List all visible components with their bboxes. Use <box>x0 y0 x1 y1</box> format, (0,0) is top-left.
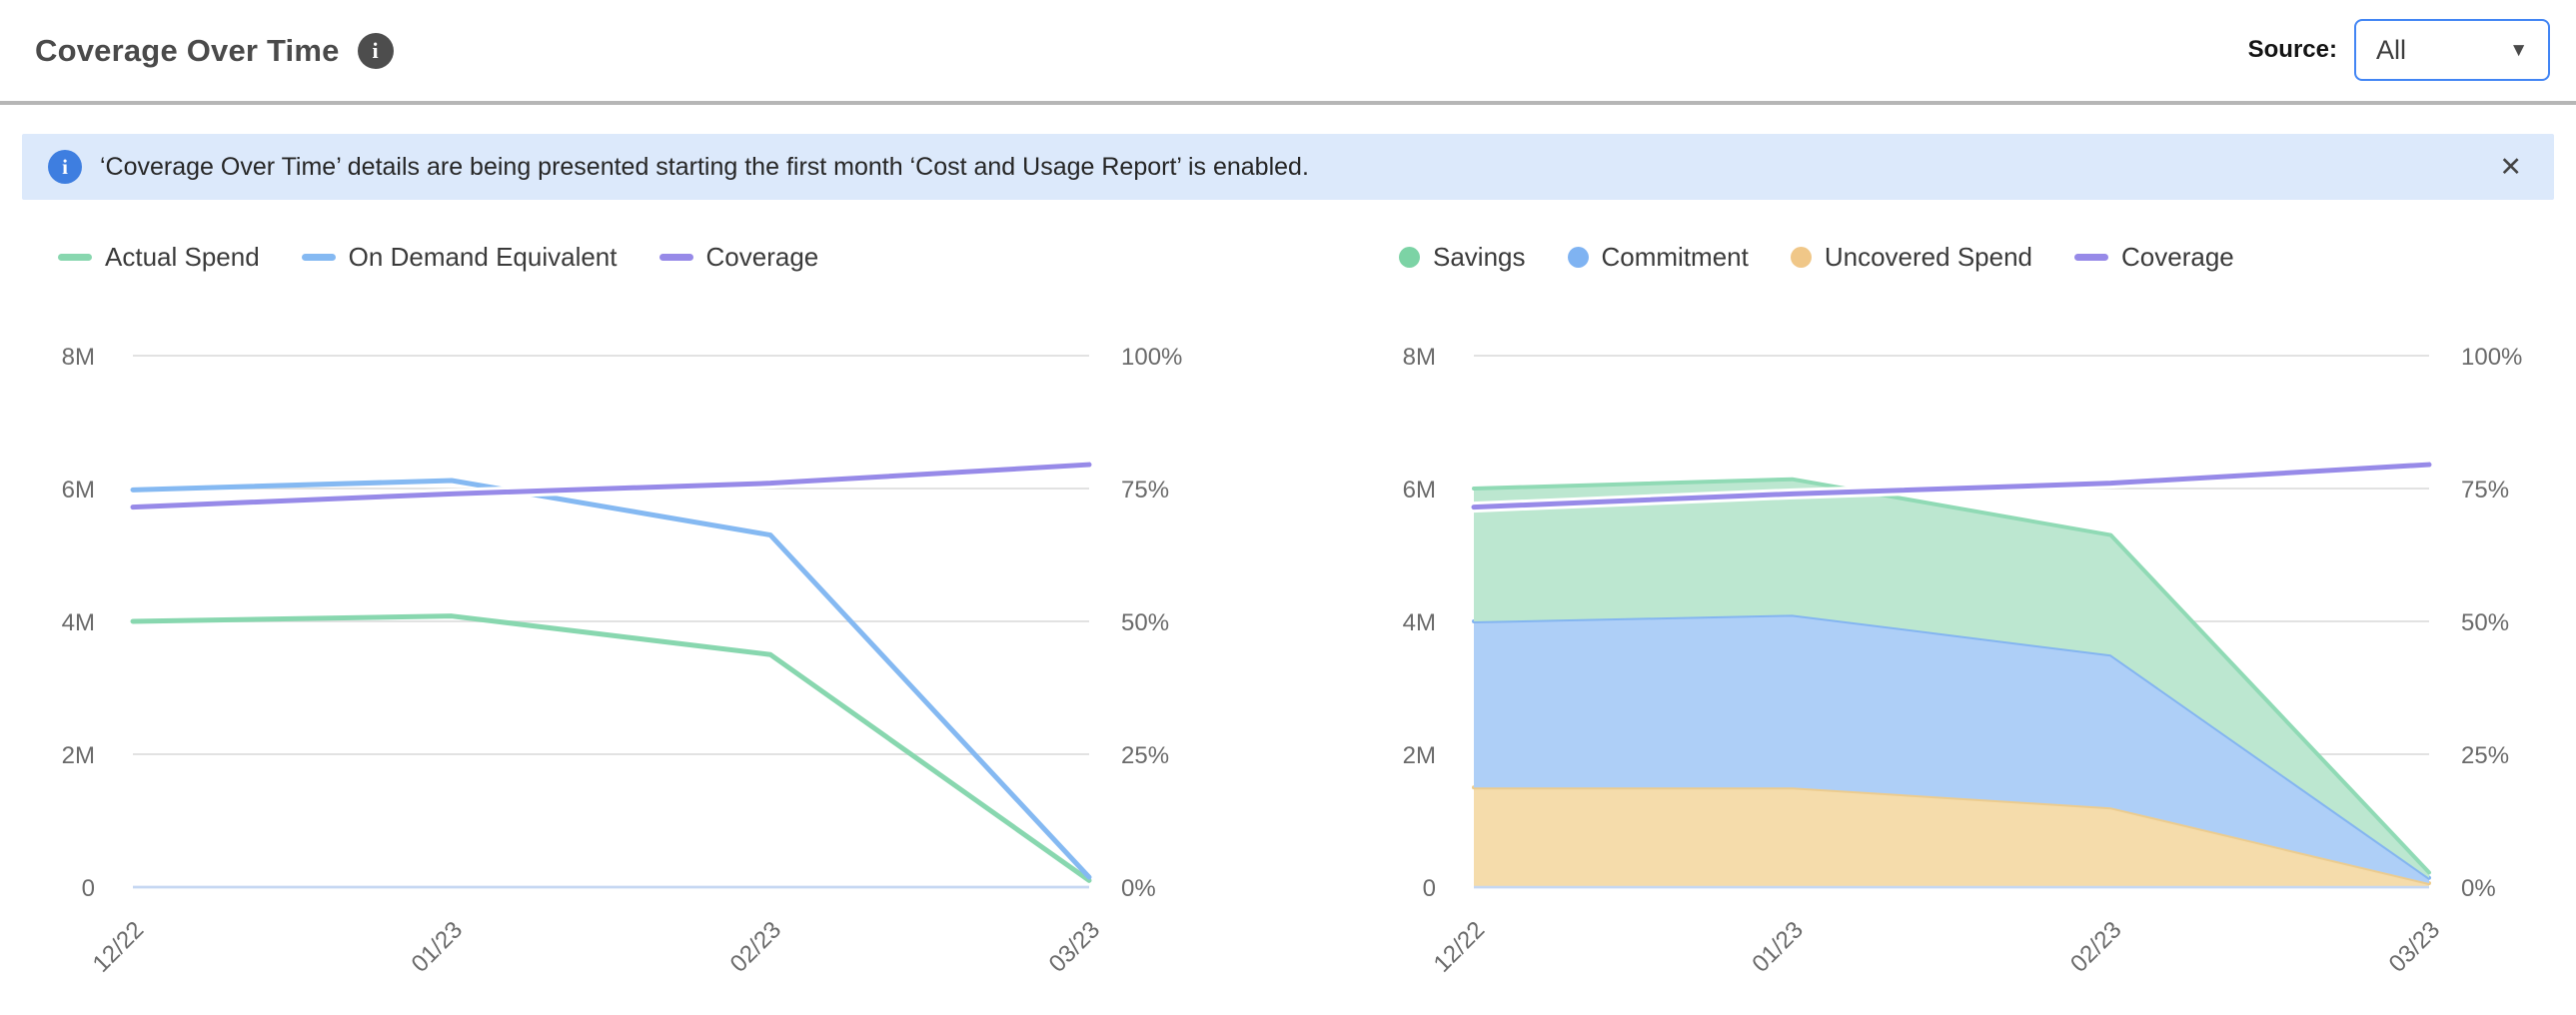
y-left-tick: 2M <box>62 742 95 769</box>
legend-marker <box>2074 254 2108 261</box>
legend-label: Actual Spend <box>105 242 260 272</box>
x-tick: 02/23 <box>725 916 787 978</box>
actual-spend-line[interactable] <box>130 613 1092 883</box>
x-tick: 12/22 <box>1429 916 1491 978</box>
page-title: Coverage Over Time <box>35 32 340 68</box>
x-tick: 12/22 <box>88 916 150 978</box>
info-icon[interactable]: i <box>357 32 394 69</box>
chevron-down-icon: ▼ <box>2509 39 2528 61</box>
coverage-line[interactable] <box>130 462 1092 510</box>
legend-item-coverage[interactable]: Coverage <box>2074 242 2234 273</box>
y-left-tick: 8M <box>1403 344 1436 371</box>
commitment-area[interactable] <box>1474 614 2429 884</box>
y-right-tick: 0% <box>1121 875 1156 902</box>
y-left-tick: 4M <box>1403 609 1436 636</box>
coverage-area-chart: Savings Commitment Uncovered Spend Cover… <box>1289 210 2576 1015</box>
chart-legend: Savings Commitment Uncovered Spend Cover… <box>1399 242 2234 273</box>
y-right-tick: 25% <box>1121 742 1169 769</box>
savings-area[interactable] <box>1474 479 2429 878</box>
y-right-tick: 75% <box>2461 477 2509 504</box>
x-tick: 02/23 <box>2065 916 2127 978</box>
y-left-tick: 6M <box>62 477 95 504</box>
y-left-tick: 0 <box>1423 875 1436 902</box>
legend-item-commitment[interactable]: Commitment <box>1567 242 1749 273</box>
legend-item-uncovered-spend[interactable]: Uncovered Spend <box>1790 242 2032 273</box>
close-icon[interactable]: ✕ <box>2499 151 2522 182</box>
header-divider <box>0 101 2576 105</box>
y-right-tick: 50% <box>1121 609 1169 636</box>
source-label: Source: <box>2247 36 2337 63</box>
legend-item-savings[interactable]: Savings <box>1399 242 1526 273</box>
on-demand-equivalent-line[interactable] <box>130 478 1092 880</box>
y-left-tick: 8M <box>62 344 95 371</box>
legend-label: Coverage <box>2121 242 2234 272</box>
title-row: Coverage Over Time i <box>35 0 394 101</box>
y-right-tick: 50% <box>2461 609 2509 636</box>
legend-label: Savings <box>1433 242 1526 272</box>
source-dropdown[interactable]: All ▼ <box>2354 19 2550 81</box>
legend-marker <box>58 254 92 261</box>
source-filter: Source: All ▼ <box>2248 19 2550 81</box>
y-right-tick: 25% <box>2461 742 2509 769</box>
panel-header: Coverage Over Time i Source: All ▼ <box>0 0 2576 101</box>
coverage-line[interactable] <box>1471 462 2432 510</box>
x-tick: 01/23 <box>1747 916 1809 978</box>
x-tick: 03/23 <box>1044 916 1106 978</box>
y-right-tick: 100% <box>1121 344 1182 371</box>
source-dropdown-value: All <box>2376 34 2407 65</box>
legend-label: Commitment <box>1601 242 1749 272</box>
y-left-tick: 4M <box>62 609 95 636</box>
legend-marker <box>301 254 336 261</box>
legend-marker <box>658 254 693 261</box>
legend-label: Uncovered Spend <box>1824 242 2032 272</box>
legend-item-on-demand-equivalent[interactable]: On Demand Equivalent <box>301 242 618 273</box>
info-icon: i <box>48 150 82 184</box>
legend-marker <box>1399 247 1420 268</box>
y-right-tick: 0% <box>2461 875 2496 902</box>
legend-marker <box>1790 247 1812 268</box>
uncovered-spend-area[interactable] <box>1474 787 2429 887</box>
spend-line-chart: Actual Spend On Demand Equivalent Covera… <box>0 210 1289 1015</box>
y-right-tick: 75% <box>1121 477 1169 504</box>
chart-legend: Actual Spend On Demand Equivalent Covera… <box>58 242 818 273</box>
x-tick: 03/23 <box>2384 916 2446 978</box>
y-left-tick: 2M <box>1403 742 1436 769</box>
y-left-tick: 0 <box>82 875 95 902</box>
legend-item-actual-spend[interactable]: Actual Spend <box>58 242 260 273</box>
x-tick: 01/23 <box>407 916 469 978</box>
savings-border <box>1472 477 2431 875</box>
legend-marker <box>1567 247 1589 268</box>
info-banner: i ‘Coverage Over Time’ details are being… <box>22 134 2554 200</box>
banner-text: ‘Coverage Over Time’ details are being p… <box>100 152 1309 181</box>
coverage-chart-plot: 8M 100% 6M 75% 4M 50% 2M 25% 0 0% 12/22 01/23 02/23 0… <box>1403 344 2523 978</box>
y-right-tick: 100% <box>2461 344 2522 371</box>
legend-item-coverage[interactable]: Coverage <box>658 242 819 273</box>
legend-label: Coverage <box>705 242 819 272</box>
spend-chart-plot: 8M 100% 6M 75% 4M 50% 2M 25% 0 0% 12/22 01/23 02/23 0… <box>62 344 1183 978</box>
y-left-tick: 6M <box>1403 477 1436 504</box>
legend-label: On Demand Equivalent <box>348 242 618 272</box>
